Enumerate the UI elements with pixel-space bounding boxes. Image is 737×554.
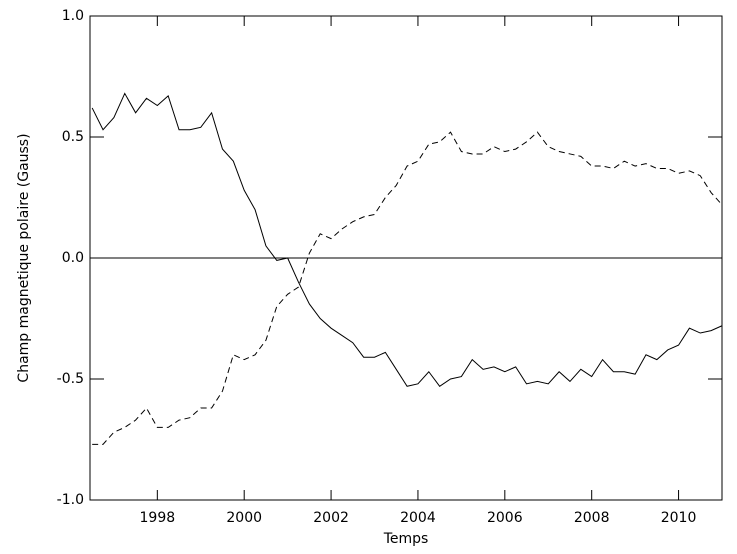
data-line [92,131,723,445]
x-tick-label: 1998 [140,510,176,526]
x-tick-label: 2000 [226,510,262,526]
y-tick-label: -1.0 [57,492,84,508]
y-tick-label: 0.5 [62,129,84,145]
y-tick-label: -0.5 [57,371,84,387]
x-tick-label: 2006 [487,510,523,526]
x-tick-label: 2008 [574,510,610,526]
y-tick-label: 0.0 [62,250,84,266]
x-tick-label: 2010 [661,510,697,526]
y-axis-label: Champ magnetique polaire (Gauss) [16,133,32,382]
data-line [91,92,723,387]
x-tick-label: 2004 [400,510,436,526]
y-tick-label: 1.0 [62,8,84,24]
x-axis-label: Temps [383,531,429,547]
x-tick-label: 2002 [313,510,349,526]
